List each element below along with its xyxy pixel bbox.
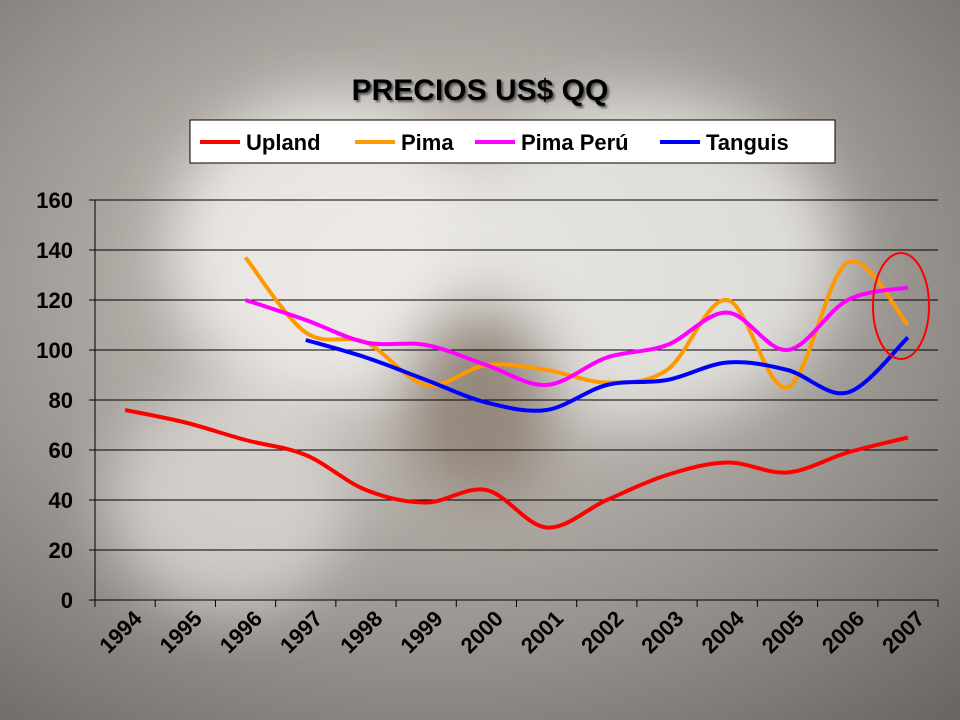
y-tick-label: 20: [49, 538, 73, 563]
chart-title: PRECIOS US$ QQ: [352, 74, 609, 107]
series-line: [305, 336, 910, 413]
y-tick-label: 60: [49, 438, 73, 463]
y-tick-label: 40: [49, 488, 73, 513]
legend-label: Pima Perú: [521, 130, 629, 155]
legend-label: Pima: [401, 130, 454, 155]
y-tick-label: 120: [36, 288, 73, 313]
y-tick-label: 160: [36, 188, 73, 213]
y-tick-label: 100: [36, 338, 73, 363]
highlight-ellipse: [872, 252, 930, 360]
legend-items: Upland Pima Pima Perú Tanguis: [200, 130, 789, 155]
y-tick-label: 0: [61, 588, 73, 613]
series-line: [124, 408, 909, 530]
lines: [124, 256, 910, 530]
legend-label: Upland: [246, 130, 321, 155]
series-line: [244, 285, 909, 388]
y-tick-label: 140: [36, 238, 73, 263]
legend-label: Tanguis: [706, 130, 789, 155]
y-tick-label: 80: [49, 388, 73, 413]
